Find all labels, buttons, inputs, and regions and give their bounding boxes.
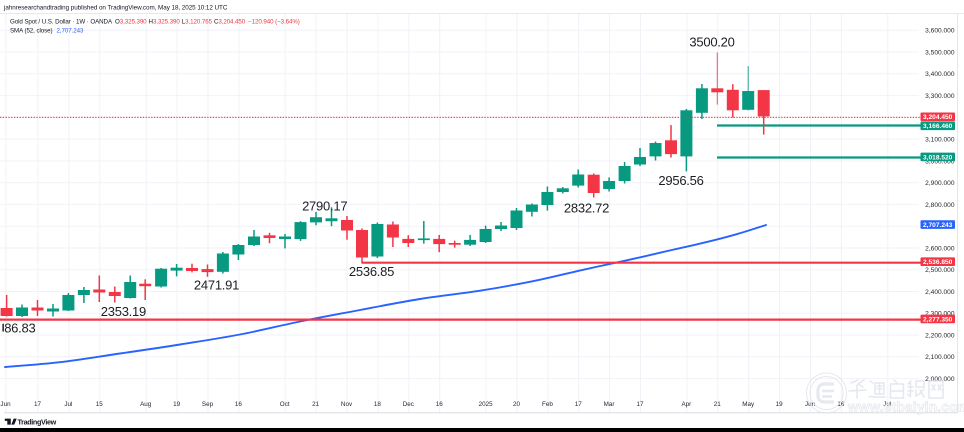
- svg-text:2025: 2025: [479, 401, 494, 408]
- svg-text:Jul: Jul: [883, 401, 891, 408]
- svg-text:2,400.000: 2,400.000: [925, 289, 955, 296]
- svg-text:17: 17: [34, 401, 42, 408]
- svg-text:2,000.000: 2,000.000: [925, 376, 955, 383]
- svg-text:Aug: Aug: [140, 401, 152, 408]
- svg-text:2,900.000: 2,900.000: [925, 180, 955, 187]
- svg-text:17: 17: [575, 401, 583, 408]
- svg-text:17: 17: [636, 401, 644, 408]
- svg-text:2,300.000: 2,300.000: [925, 311, 955, 318]
- svg-text:2,100.000: 2,100.000: [925, 354, 955, 361]
- svg-text:16: 16: [837, 401, 845, 408]
- svg-text:19: 19: [173, 401, 181, 408]
- svg-text:Mar: Mar: [604, 401, 615, 408]
- svg-text:3,300.000: 3,300.000: [925, 93, 955, 100]
- svg-text:2536.85: 2536.85: [349, 264, 394, 279]
- svg-text:18: 18: [374, 401, 382, 408]
- svg-text:Dec: Dec: [403, 401, 414, 408]
- svg-text:Sep: Sep: [202, 401, 214, 408]
- svg-text:Feb: Feb: [542, 401, 553, 408]
- svg-text:15: 15: [96, 401, 104, 408]
- svg-text:21: 21: [312, 401, 320, 408]
- svg-text:3,400.000: 3,400.000: [925, 71, 955, 78]
- svg-text:3,166.460: 3,166.460: [923, 123, 953, 130]
- svg-text:Apr: Apr: [681, 401, 691, 408]
- svg-text:TradingView: TradingView: [18, 417, 57, 426]
- svg-text:May: May: [742, 401, 755, 408]
- svg-text:3,500.000: 3,500.000: [925, 50, 955, 57]
- svg-text:16: 16: [436, 401, 444, 408]
- svg-text:jahnresearchandtrading publish: jahnresearchandtrading published on Trad…: [3, 4, 228, 11]
- svg-text:2,707.243: 2,707.243: [923, 222, 953, 229]
- svg-text:2,200.000: 2,200.000: [925, 332, 955, 339]
- svg-text:20: 20: [513, 401, 521, 408]
- svg-text:Nov: Nov: [341, 401, 353, 408]
- svg-text:2,536.850: 2,536.850: [923, 259, 953, 266]
- svg-text:2790.17: 2790.17: [302, 199, 347, 214]
- svg-text:2471.91: 2471.91: [194, 278, 239, 293]
- svg-text:3500.20: 3500.20: [689, 35, 734, 50]
- svg-text:Jul: Jul: [64, 401, 72, 408]
- svg-text:3,600.000: 3,600.000: [925, 28, 955, 35]
- svg-text:Oct: Oct: [280, 401, 290, 408]
- svg-text:3,000.000: 3,000.000: [925, 158, 955, 165]
- svg-text:19: 19: [776, 401, 784, 408]
- svg-text:86.83: 86.83: [4, 320, 35, 335]
- svg-text:2,500.000: 2,500.000: [925, 267, 955, 274]
- svg-text:www.etbaiyin.com: www.etbaiyin.com: [847, 400, 964, 415]
- svg-text:16: 16: [235, 401, 243, 408]
- svg-text:3,100.000: 3,100.000: [925, 137, 955, 144]
- svg-text:2956.56: 2956.56: [658, 173, 703, 188]
- svg-text:3,018.520: 3,018.520: [923, 154, 953, 161]
- svg-text:2,800.000: 2,800.000: [925, 202, 955, 209]
- svg-text:2353.19: 2353.19: [101, 304, 146, 319]
- svg-text:21: 21: [714, 401, 722, 408]
- svg-text:2832.72: 2832.72: [564, 200, 609, 215]
- svg-text:SMA (52, close)2,707.243: SMA (52, close) 2,707.243: [10, 28, 84, 35]
- svg-text:3,204.450: 3,204.450: [923, 114, 953, 121]
- svg-text:Jun: Jun: [0, 401, 11, 408]
- svg-text:Gold Spot / U.S. Dollar · 1W ·: Gold Spot / U.S. Dollar · 1W · OANDA O3,3…: [10, 19, 300, 26]
- svg-text:2,277.350: 2,277.350: [923, 316, 953, 323]
- svg-text:2,600.000: 2,600.000: [925, 245, 955, 252]
